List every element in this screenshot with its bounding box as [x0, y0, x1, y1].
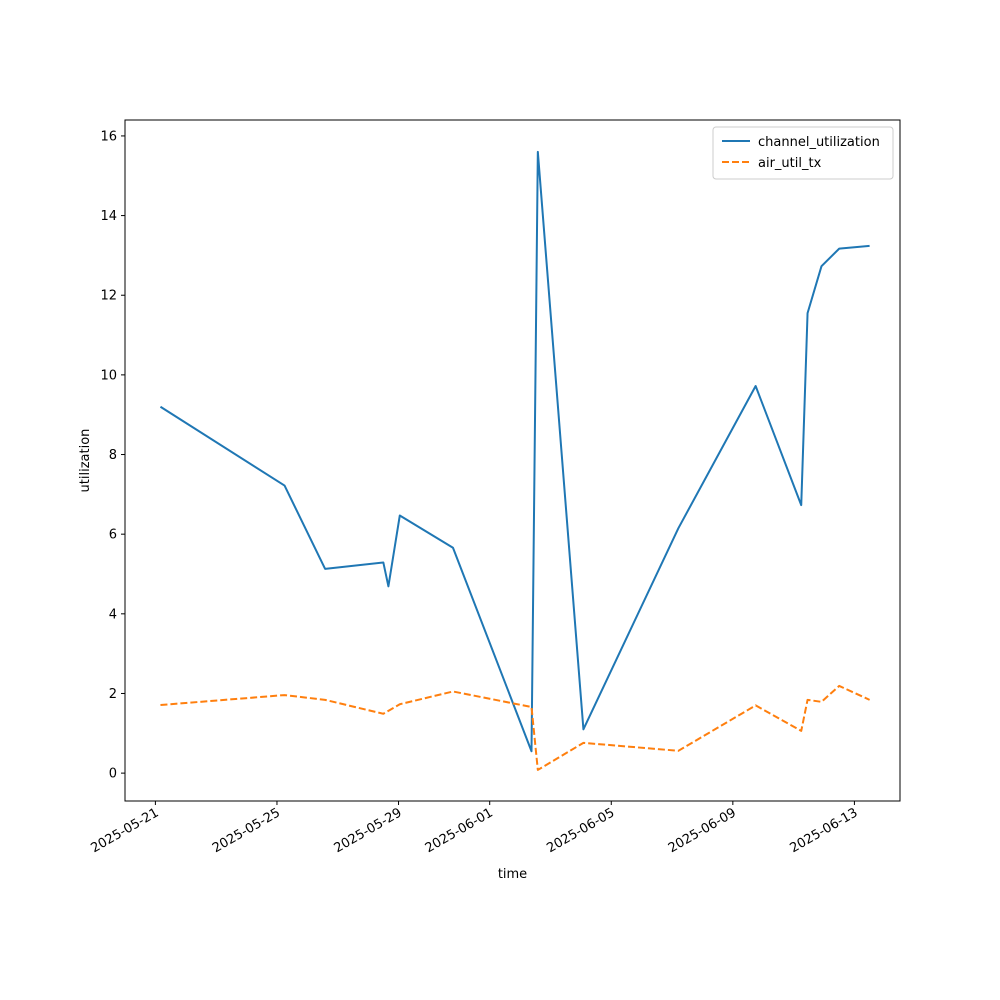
y-tick-label: 0: [109, 767, 117, 782]
y-tick-label: 2: [109, 687, 117, 702]
legend-box: [712, 126, 894, 180]
y-tick-label: 4: [109, 607, 117, 622]
series-line-air-util-tx: [160, 684, 871, 771]
y-tick-label: 6: [109, 528, 117, 543]
legend-label: air_util_tx: [758, 156, 822, 171]
legend: channel_utilization air_util_tx: [712, 126, 894, 180]
y-axis: 0 2 4 6 8 10 12 14 16: [100, 129, 125, 782]
y-tick-label: 14: [100, 209, 117, 224]
x-axis-label: time: [498, 867, 527, 882]
legend-label: channel_utilization: [758, 135, 880, 150]
series-line-channel-utilization: [159, 150, 870, 753]
y-tick-label: 12: [100, 289, 117, 304]
axes-frame: [124, 119, 901, 802]
y-tick-label: 8: [109, 448, 117, 463]
y-axis-label: utilization: [78, 429, 93, 493]
y-tick-label: 10: [100, 368, 117, 383]
y-tick-label: 16: [100, 129, 117, 144]
